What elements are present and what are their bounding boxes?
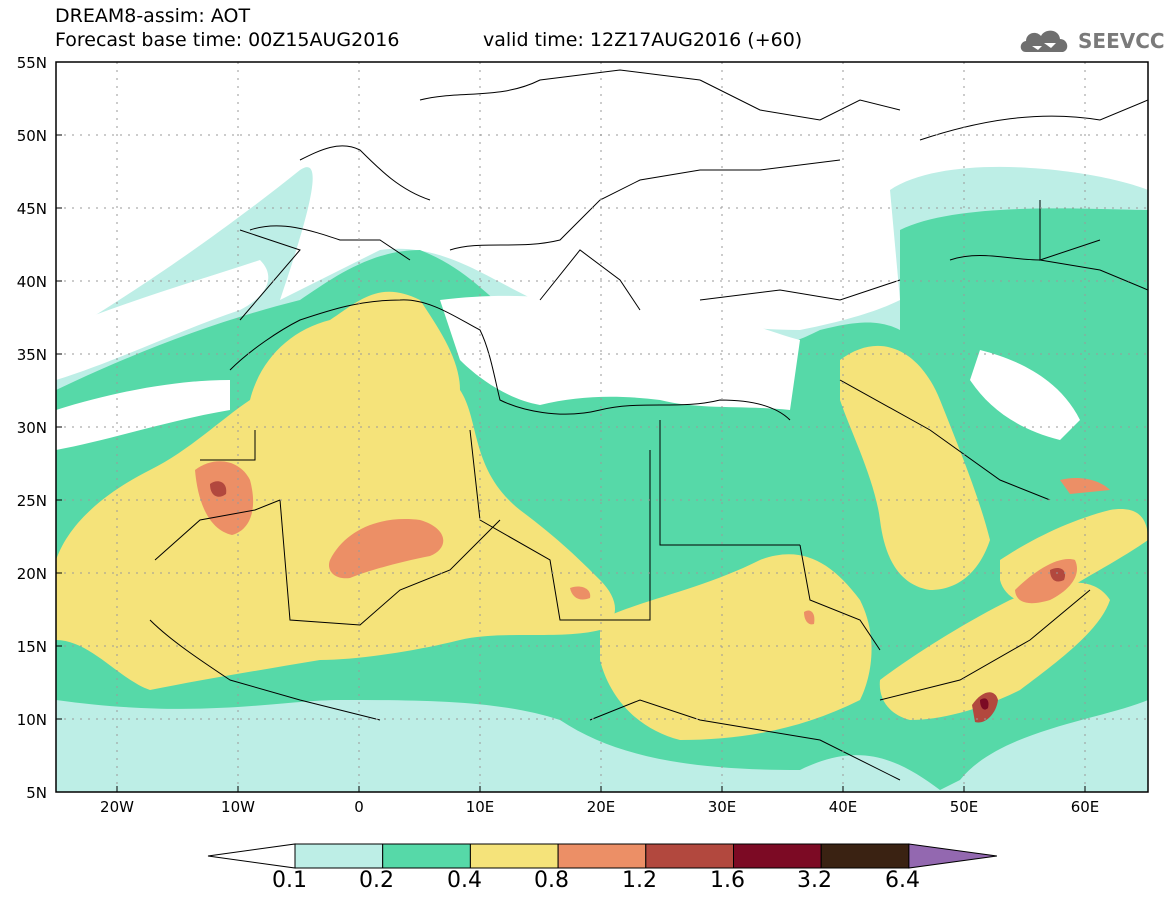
map-title: DREAM8-assim: AOT — [55, 5, 251, 27]
colorbar-label: 3.2 — [797, 868, 832, 893]
aot-field — [56, 166, 1148, 792]
y-tick-label: 35N — [17, 346, 47, 364]
y-tick-label: 45N — [17, 200, 47, 218]
borders — [149, 69, 1148, 781]
valid-time-label: valid time: 12Z17AUG2016 (+60) — [483, 29, 803, 51]
y-tick-label: 30N — [17, 419, 47, 437]
x-tick-label: 0 — [354, 798, 364, 816]
seevccc-logo: SEEVCCC — [1018, 24, 1165, 56]
y-tick-label: 55N — [17, 54, 47, 72]
colorbar-label: 0.8 — [534, 868, 569, 893]
y-tick-label: 15N — [17, 638, 47, 656]
colorbar-box — [820, 843, 910, 869]
colorbar-box — [294, 843, 384, 869]
y-tick-label: 25N — [17, 492, 47, 510]
x-tick-label: 40E — [829, 798, 858, 816]
y-tick-label: 50N — [17, 127, 47, 145]
colorbar-under-triangle — [207, 843, 296, 869]
colorbar-label: 1.6 — [710, 868, 745, 893]
x-tick-label: 50E — [950, 798, 979, 816]
colorbar-label: 6.4 — [885, 868, 920, 893]
colorbar-label: 1.2 — [622, 868, 657, 893]
x-tick-labels: 20W 10W 0 10E 20E 30E 40E 50E 60E — [100, 798, 1099, 816]
colorbar-label: 0.1 — [272, 868, 307, 893]
base-time-label: Forecast base time: 00Z15AUG2016 — [55, 29, 400, 51]
gridlines — [56, 62, 1148, 792]
x-tick-label: 20W — [100, 798, 134, 816]
y-tick-labels: 55N 50N 45N 40N 35N 30N 25N 20N 15N 10N … — [17, 54, 47, 802]
colorbar-label: 0.2 — [359, 868, 394, 893]
x-tick-label: 20E — [587, 798, 616, 816]
y-tick-label: 10N — [17, 711, 47, 729]
colorbar-box — [557, 843, 647, 869]
y-tick-label: 5N — [26, 784, 47, 802]
forecast-times: Forecast base time: 00Z15AUG2016 valid ti… — [55, 29, 802, 51]
logo-text: SEEVCCC — [1078, 29, 1165, 53]
colorbar-over-triangle — [908, 843, 997, 869]
y-tick-label: 40N — [17, 273, 47, 291]
colorbar-box — [382, 843, 471, 869]
colorbar-label: 0.4 — [447, 868, 482, 893]
x-tick-label: 10E — [466, 798, 495, 816]
x-tick-label: 10W — [221, 798, 255, 816]
tick-marks — [56, 134, 1086, 792]
colorbar — [207, 843, 997, 869]
colorbar-box — [469, 843, 559, 869]
colorbar-box — [733, 843, 822, 869]
x-tick-label: 30E — [708, 798, 737, 816]
x-tick-label: 60E — [1071, 798, 1100, 816]
y-tick-label: 20N — [17, 565, 47, 583]
cloud-icon — [1020, 30, 1068, 52]
colorbar-box — [645, 843, 734, 869]
